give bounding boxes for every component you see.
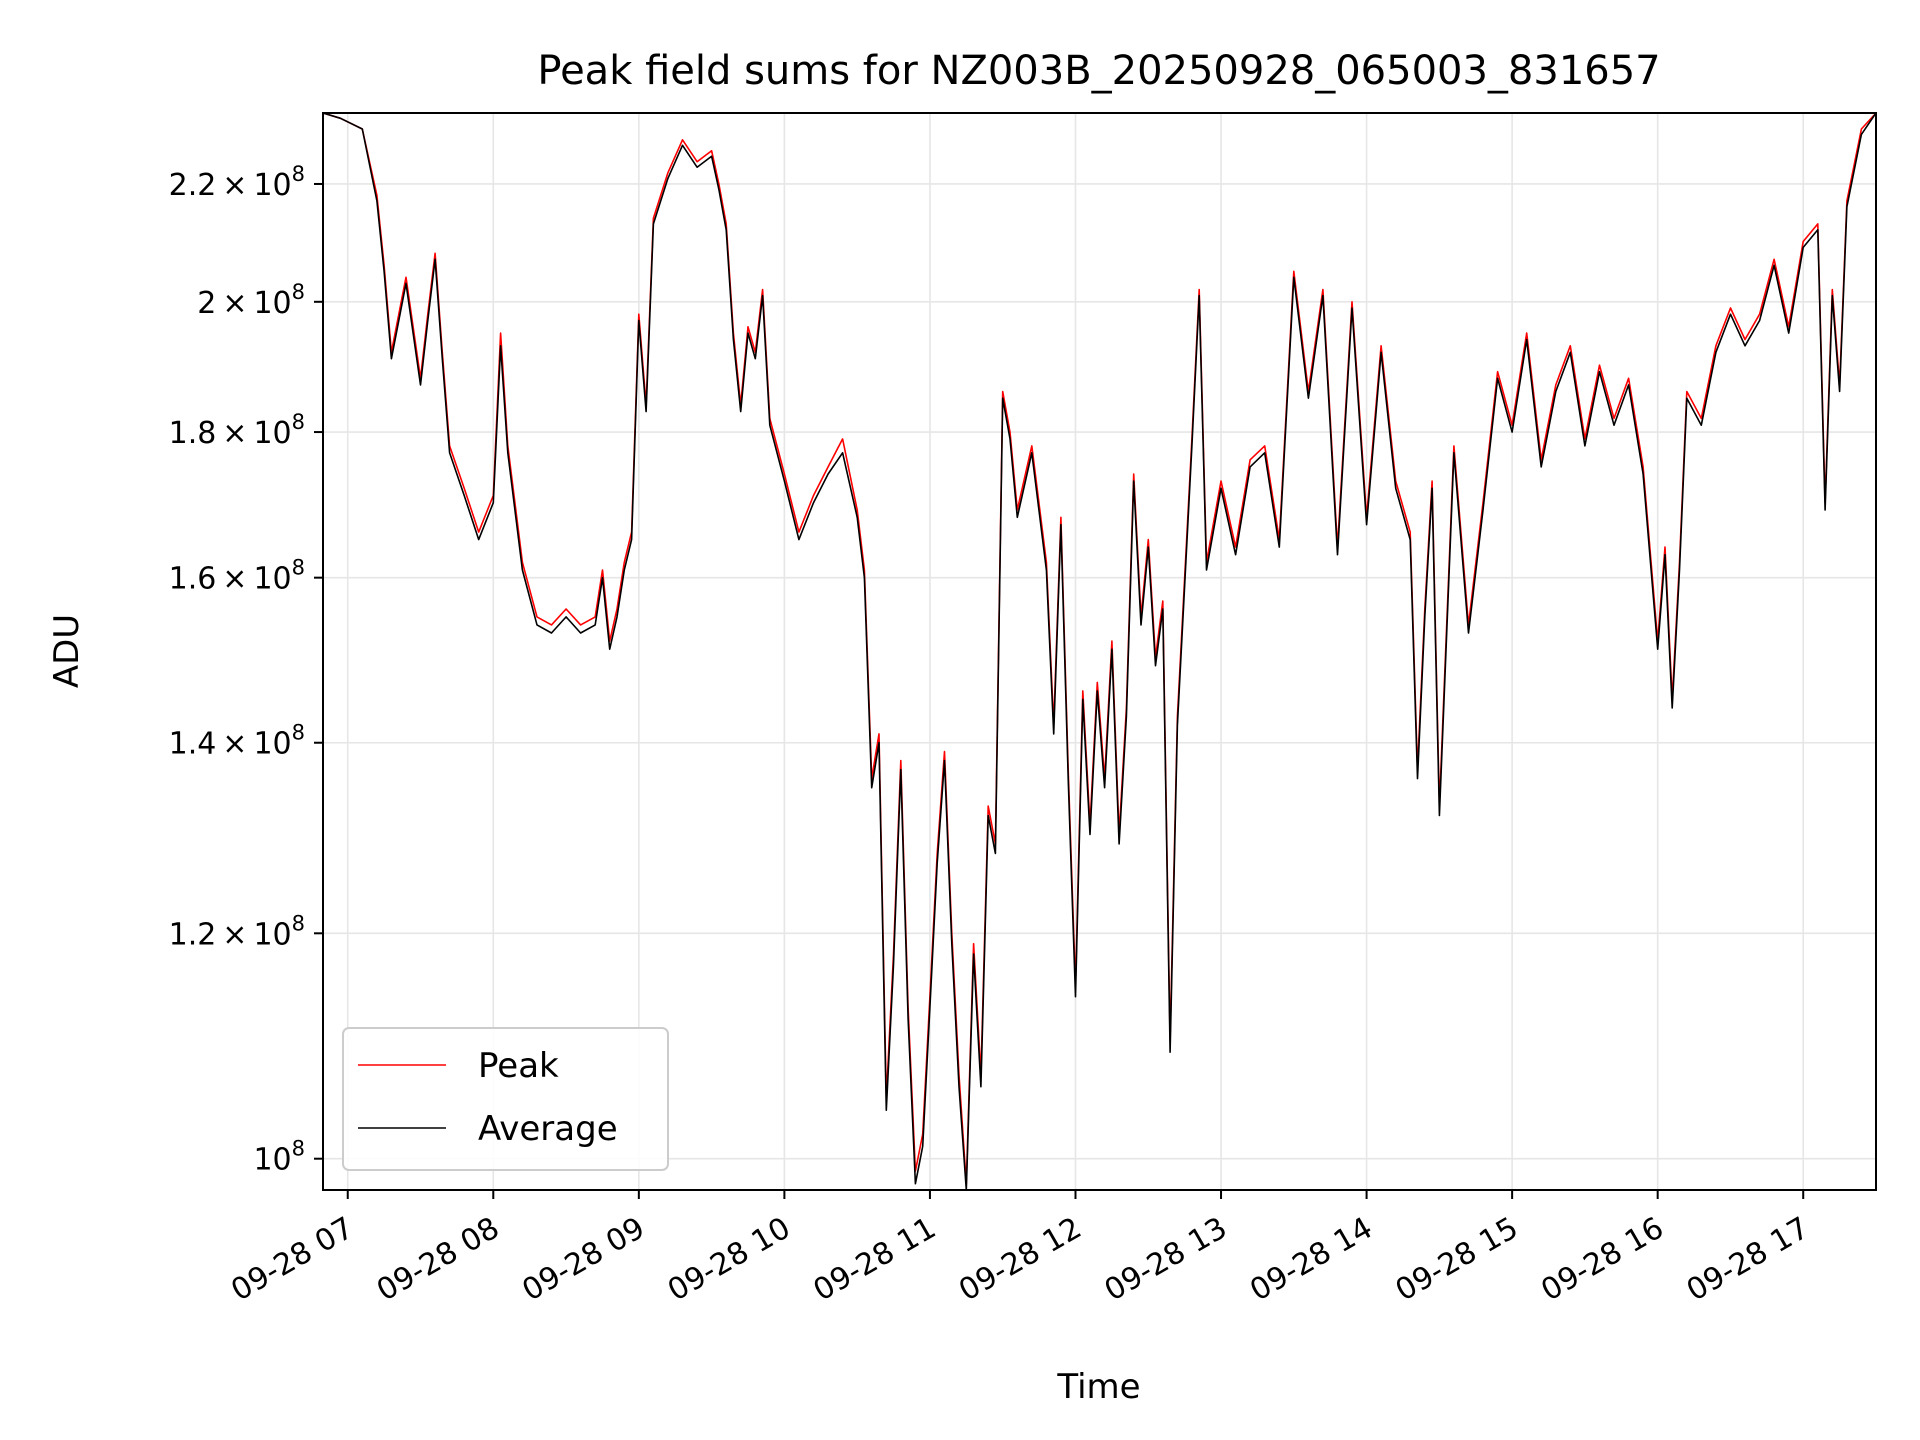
- series-line-average: [322, 112, 1877, 1191]
- plot-frame: [322, 112, 1877, 1191]
- y-tick-label: 1.4 × 108: [169, 721, 305, 762]
- chart-title: Peak field sums for NZ003B_20250928_0650…: [537, 48, 1660, 94]
- y-tick-label: 2 × 108: [197, 280, 305, 321]
- y-tick-label: 1.2 × 108: [169, 911, 305, 952]
- legend-box: [342, 1027, 669, 1171]
- legend-peak-label: Peak: [478, 1046, 559, 1086]
- series-lines: [322, 112, 1877, 1191]
- y-tick-label: 108: [253, 1137, 305, 1178]
- legend-average-label: Average: [478, 1109, 618, 1149]
- y-tick-label: 1.8 × 108: [169, 410, 305, 451]
- y-axis-ticks: 108 1.2 × 108 1.4 × 108 1.6 × 108 1.8 × 108 2…: [169, 162, 323, 1178]
- grid: [323, 113, 1876, 1190]
- y-axis-label: ADU: [47, 614, 87, 688]
- x-axis-label: Time: [1056, 1367, 1140, 1407]
- y-tick-label: 2.2 × 108: [169, 162, 305, 203]
- legend: Peak Average: [342, 1027, 669, 1171]
- y-tick-label: 1.6 × 108: [169, 556, 305, 597]
